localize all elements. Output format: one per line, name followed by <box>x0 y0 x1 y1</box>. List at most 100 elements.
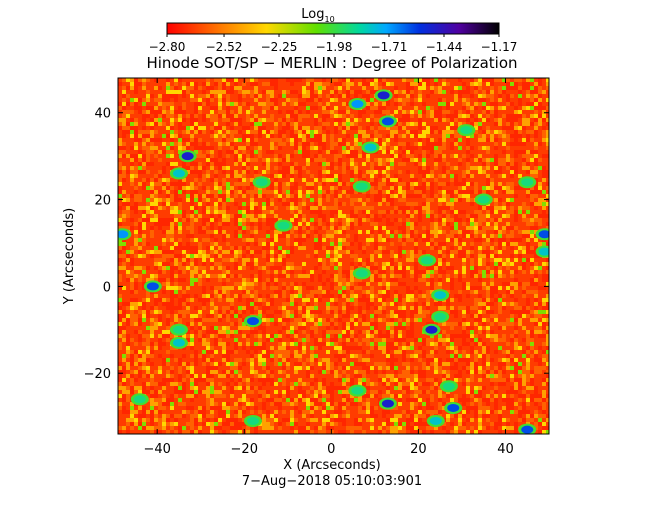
heatmap-cell <box>418 290 422 294</box>
heatmap-cell <box>510 350 514 354</box>
heatmap-cell <box>442 170 446 174</box>
heatmap-cell <box>442 322 446 326</box>
heatmap-cell <box>530 230 534 234</box>
heatmap-cell <box>294 202 298 206</box>
heatmap-cell <box>150 190 154 194</box>
heatmap-cell <box>410 266 414 270</box>
heatmap-cell <box>218 274 222 278</box>
heatmap-cell <box>338 142 342 146</box>
heatmap-cell <box>466 230 470 234</box>
heatmap-cell <box>434 114 438 118</box>
heatmap-cell <box>154 322 158 326</box>
heatmap-cell <box>530 262 534 266</box>
heatmap-cell <box>222 158 226 162</box>
heatmap-cell <box>414 194 418 198</box>
heatmap-cell <box>318 150 322 154</box>
heatmap-cell <box>278 198 282 202</box>
heatmap-cell <box>458 354 462 358</box>
heatmap-cell <box>246 250 250 254</box>
heatmap-cell <box>398 146 402 150</box>
heatmap-cell <box>362 110 366 114</box>
heatmap-cell <box>414 354 418 358</box>
heatmap-cell <box>270 102 274 106</box>
heatmap-cell <box>318 322 322 326</box>
heatmap-cell <box>394 86 398 90</box>
heatmap-cell <box>234 350 238 354</box>
heatmap-cell <box>434 90 438 94</box>
heatmap-cell <box>418 358 422 362</box>
heatmap-cell <box>210 222 214 226</box>
heatmap-cell <box>258 346 262 350</box>
heatmap-cell <box>218 198 222 202</box>
heatmap-cell <box>138 82 142 86</box>
heatmap-cell <box>434 302 438 306</box>
heatmap-cell <box>458 334 462 338</box>
heatmap-cell <box>442 82 446 86</box>
heatmap-cell <box>354 322 358 326</box>
heatmap-cell <box>130 78 134 82</box>
heatmap-cell <box>402 142 406 146</box>
heatmap-cell <box>518 90 522 94</box>
heatmap-cell <box>486 94 490 98</box>
heatmap-cell <box>478 286 482 290</box>
heatmap-cell <box>142 314 146 318</box>
heatmap-cell <box>526 306 530 310</box>
heatmap-cell <box>214 314 218 318</box>
heatmap-cell <box>334 182 338 186</box>
heatmap-cell <box>490 302 494 306</box>
heatmap-cell <box>266 334 270 338</box>
heatmap-cell <box>494 366 498 370</box>
heatmap-cell <box>282 326 286 330</box>
heatmap-cell <box>426 282 430 286</box>
heatmap-cell <box>434 362 438 366</box>
heatmap-cell <box>214 310 218 314</box>
heatmap-cell <box>358 114 362 118</box>
heatmap-cell <box>294 130 298 134</box>
heatmap-cell <box>202 210 206 214</box>
heatmap-cell <box>130 170 134 174</box>
heatmap-cell <box>250 106 254 110</box>
heatmap-cell <box>330 238 334 242</box>
heatmap-cell <box>294 286 298 290</box>
heatmap-cell <box>514 214 518 218</box>
heatmap-cell <box>486 298 490 302</box>
heatmap-cell <box>158 150 162 154</box>
heatmap-cell <box>514 114 518 118</box>
heatmap-cell <box>490 226 494 230</box>
heatmap-cell <box>410 274 414 278</box>
heatmap-cell <box>502 238 506 242</box>
heatmap-cell <box>418 126 422 130</box>
heatmap-cell <box>342 130 346 134</box>
heatmap-cell <box>158 246 162 250</box>
heatmap-cell <box>130 86 134 90</box>
heatmap-cell <box>346 78 350 82</box>
heatmap-cell <box>406 170 410 174</box>
heatmap-cell <box>434 166 438 170</box>
heatmap-cell <box>330 362 334 366</box>
heatmap-cell <box>146 266 150 270</box>
heatmap-cell <box>194 306 198 310</box>
heatmap-cell <box>510 334 514 338</box>
heatmap-cell <box>206 114 210 118</box>
heatmap-cell <box>262 346 266 350</box>
heatmap-cell <box>402 134 406 138</box>
heatmap-cell <box>202 254 206 258</box>
heatmap-cell <box>486 226 490 230</box>
heatmap-cell <box>330 234 334 238</box>
heatmap-cell <box>470 114 474 118</box>
heatmap-cell <box>302 338 306 342</box>
heatmap-cell <box>166 326 170 330</box>
heatmap-cell <box>402 342 406 346</box>
heatmap-cell <box>506 262 510 266</box>
heatmap-cell <box>350 242 354 246</box>
heatmap-cell <box>170 150 174 154</box>
heatmap-cell <box>306 306 310 310</box>
heatmap-cell <box>246 214 250 218</box>
heatmap-cell <box>258 374 262 378</box>
heatmap-cell <box>386 198 390 202</box>
heatmap-cell <box>318 134 322 138</box>
heatmap-cell <box>522 138 526 142</box>
heatmap-cell <box>154 174 158 178</box>
heatmap-cell <box>270 334 274 338</box>
heatmap-cell <box>470 374 474 378</box>
